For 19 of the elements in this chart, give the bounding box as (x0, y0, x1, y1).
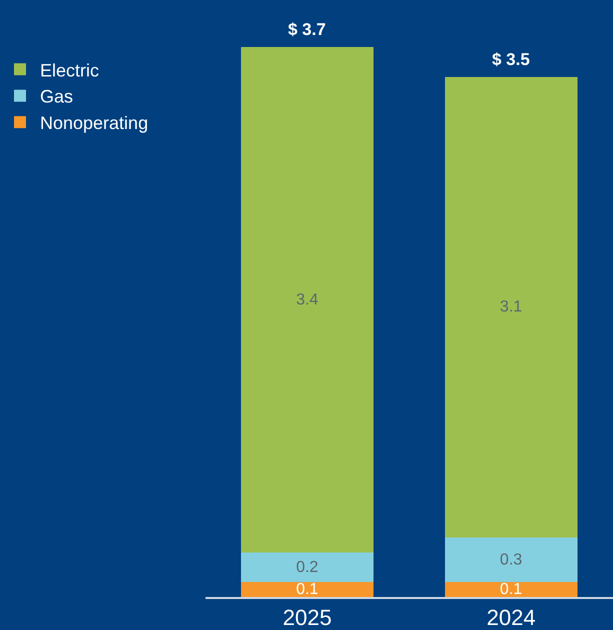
bar (241, 47, 374, 552)
x-tick-label: 2025 (282, 605, 332, 630)
bar (444, 582, 578, 597)
data-label: 3.4 (296, 291, 318, 308)
bar (241, 582, 374, 597)
x-tick-label: 2024 (486, 605, 536, 630)
data-label: 0.1 (500, 581, 522, 598)
total-label: $ 3.7 (288, 20, 326, 39)
data-label: 0.2 (296, 558, 318, 576)
legend-label: Gas (40, 86, 74, 107)
data-label: 0.3 (500, 551, 522, 568)
bar (444, 538, 578, 582)
total-label: $ 3.5 (492, 50, 530, 69)
bar (444, 76, 578, 538)
legend-label: Electric (40, 60, 100, 80)
data-label: 3.1 (500, 298, 522, 316)
data-label: 0.1 (296, 581, 318, 598)
legend-label: Nonoperating (40, 113, 148, 134)
bar (241, 552, 374, 582)
